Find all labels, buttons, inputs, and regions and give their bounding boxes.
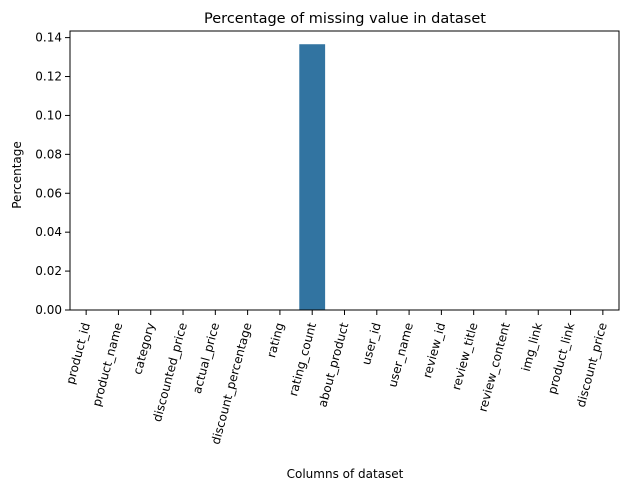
axes-frame <box>69 30 620 311</box>
y-tick-label: 0.10 <box>35 108 62 122</box>
y-tick-label: 0.00 <box>35 303 62 317</box>
y-axis-label: Percentage <box>10 141 24 209</box>
y-tick-label: 0.02 <box>35 264 62 278</box>
y-tick-label: 0.14 <box>35 31 62 45</box>
bar-rating-count <box>299 44 326 310</box>
y-tick-label: 0.06 <box>35 186 62 200</box>
chart-title: Percentage of missing value in dataset <box>204 11 486 27</box>
y-tick-label: 0.08 <box>35 147 62 161</box>
y-tick-label: 0.12 <box>35 70 62 84</box>
y-tick-label: 0.04 <box>35 225 62 239</box>
x-axis-label: Columns of dataset <box>287 467 404 481</box>
